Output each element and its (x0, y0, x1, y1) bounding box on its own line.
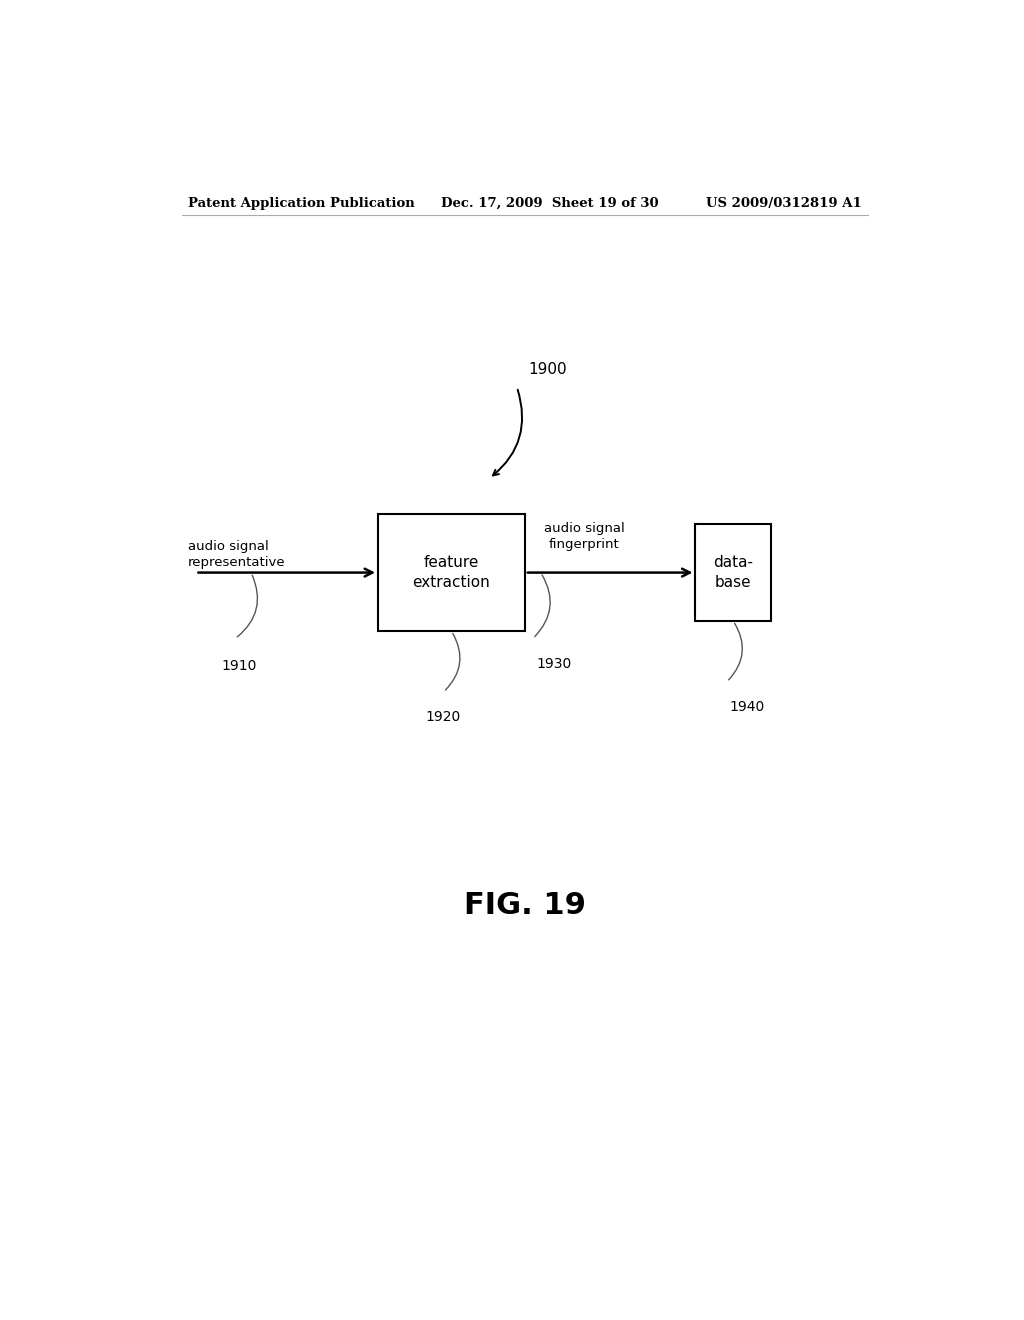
Text: data-
base: data- base (713, 556, 753, 590)
Text: audio signal
fingerprint: audio signal fingerprint (544, 521, 625, 550)
Text: 1910: 1910 (221, 659, 257, 673)
Text: FIG. 19: FIG. 19 (464, 891, 586, 920)
Text: Dec. 17, 2009  Sheet 19 of 30: Dec. 17, 2009 Sheet 19 of 30 (441, 197, 659, 210)
Bar (378, 515, 525, 631)
Bar (695, 524, 771, 620)
Text: US 2009/0312819 A1: US 2009/0312819 A1 (707, 197, 862, 210)
Text: 1930: 1930 (537, 657, 572, 671)
Text: 1920: 1920 (426, 710, 461, 725)
Text: 1940: 1940 (729, 700, 764, 714)
Text: 1900: 1900 (528, 362, 567, 378)
Text: feature
extraction: feature extraction (413, 556, 490, 590)
Text: audio signal
representative: audio signal representative (187, 540, 285, 569)
Text: Patent Application Publication: Patent Application Publication (187, 197, 415, 210)
